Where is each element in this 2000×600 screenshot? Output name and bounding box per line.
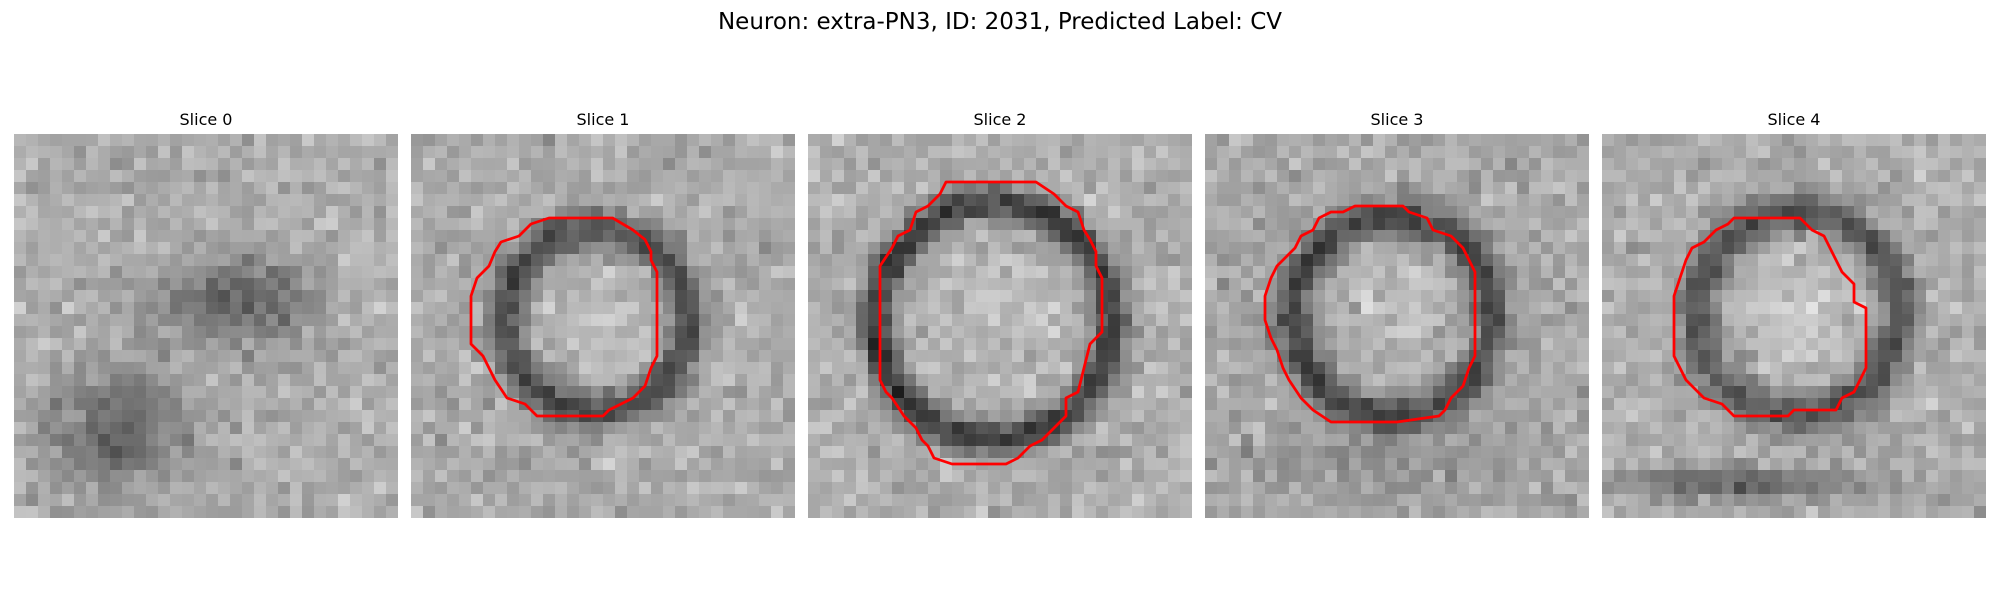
figure-title: Neuron: extra-PN3, ID: 2031, Predicted L… (717, 9, 1283, 35)
segmentation-contour-1 (469, 216, 659, 418)
segmentation-contour-3 (1263, 204, 1477, 424)
slice-image-4 (1602, 134, 1986, 518)
segmentation-contour-2 (878, 180, 1104, 466)
segmentation-contour-4 (1672, 216, 1868, 418)
slice-image-2 (808, 134, 1192, 518)
slice-title-3: Slice 3 (1370, 110, 1424, 129)
slice-title-0: Slice 0 (179, 110, 233, 129)
slice-title-2: Slice 2 (973, 110, 1027, 129)
slice-title-1: Slice 1 (576, 110, 630, 129)
slice-title-4: Slice 4 (1767, 110, 1821, 129)
slice-image-1 (411, 134, 795, 518)
slice-image-3 (1205, 134, 1589, 518)
slice-image-0 (14, 134, 398, 518)
